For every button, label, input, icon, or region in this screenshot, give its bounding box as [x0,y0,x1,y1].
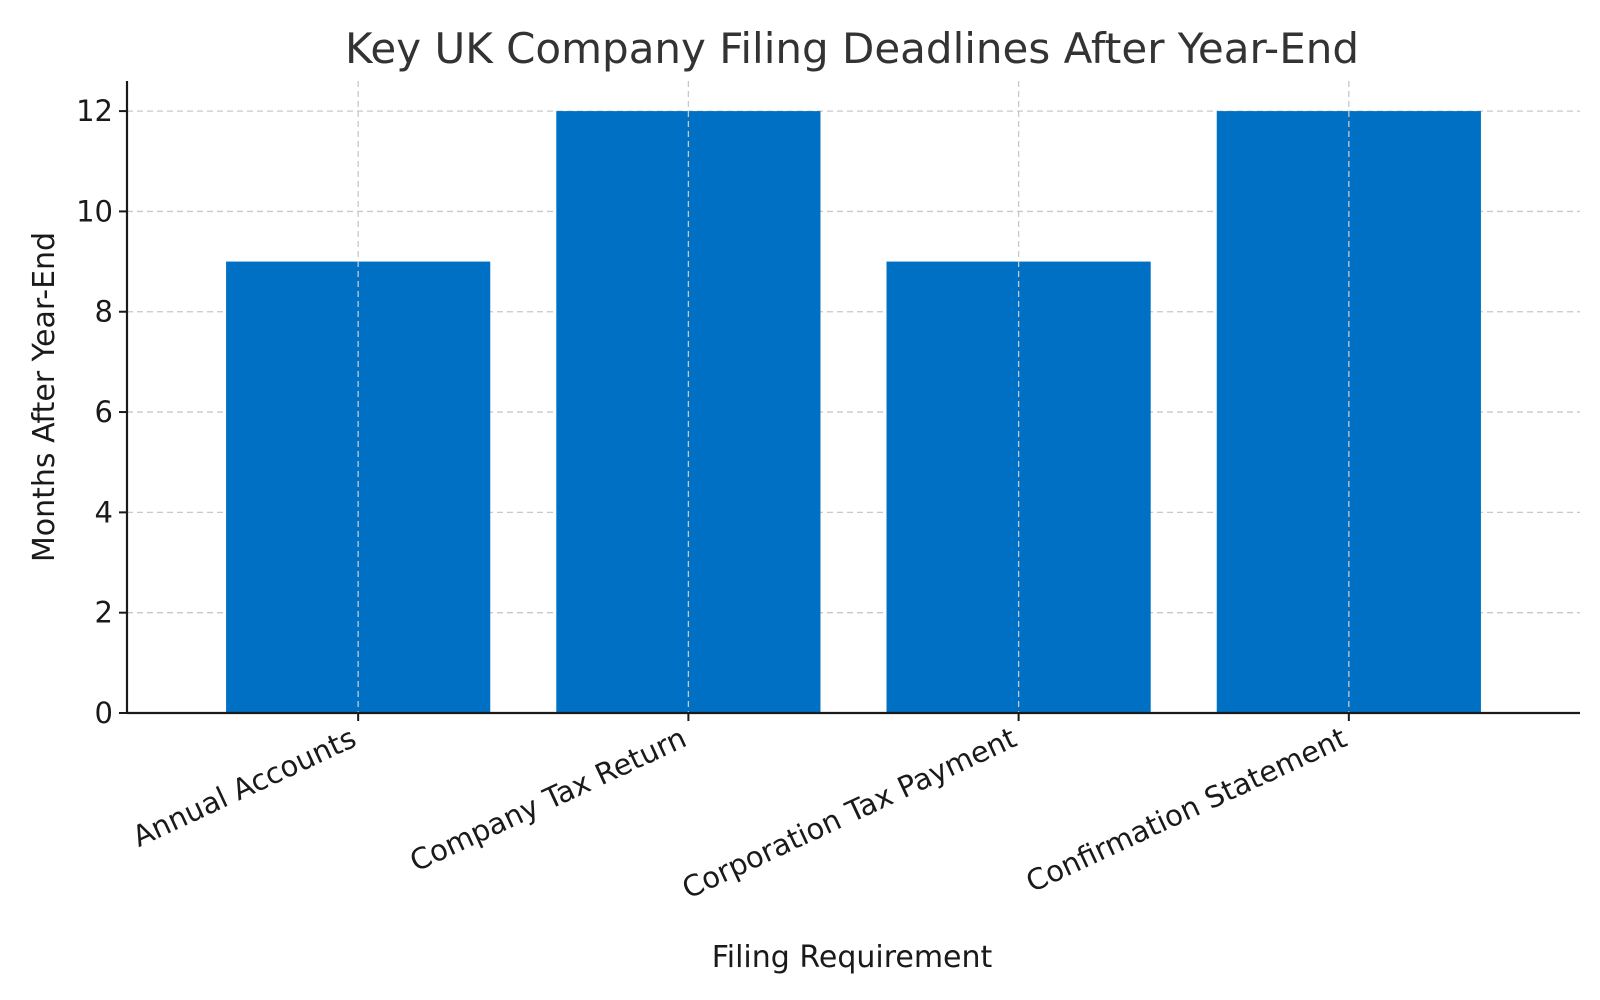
vertical-grid-layer [357,81,1350,713]
y-tick-label: 4 [95,495,113,529]
chart-title: Key UK Company Filing Deadlines After Ye… [345,24,1359,73]
y-tick-labels: 0 2 4 6 8 10 12 [76,94,113,730]
y-tick-label: 12 [76,94,113,128]
x-axis-label: Filing Requirement [712,940,993,975]
bar-layer [226,111,1481,714]
y-tick-label: 10 [76,194,113,228]
x-tick-label: Confirmation Statement [1021,721,1352,899]
y-tick-label: 0 [95,696,113,730]
y-tick-label: 6 [95,395,113,429]
y-tick-label: 8 [95,295,113,329]
x-tick-label: Corporation Tax Payment [677,721,1022,906]
x-tick-label: Company Tax Return [405,721,692,879]
x-tick-label: Annual Accounts [127,721,361,854]
y-axis-label: Months After Year-End [27,232,62,562]
y-tick-label: 2 [95,596,113,630]
x-tick-labels: Annual Accounts Company Tax ReturnCorpora… [127,721,1352,906]
axis-layer [119,81,1580,721]
